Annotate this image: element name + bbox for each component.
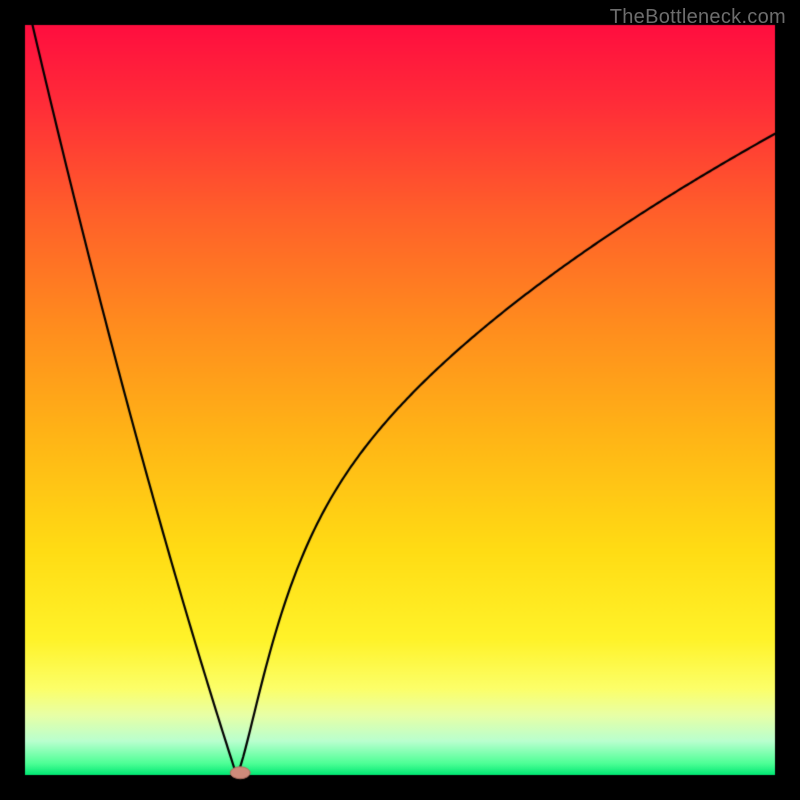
watermark-text: TheBottleneck.com	[610, 6, 786, 29]
bottleneck-chart	[0, 0, 800, 800]
